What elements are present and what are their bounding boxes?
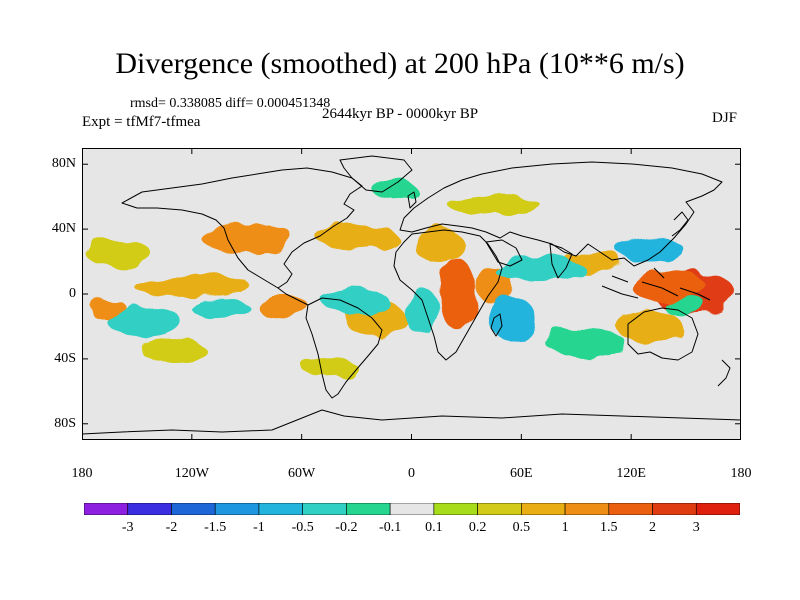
colorbar-label: 1 — [561, 520, 569, 535]
chart-title: Divergence (smoothed) at 200 hPa (10**6 … — [115, 47, 685, 80]
field-anomaly-negative-23 — [402, 287, 439, 333]
y-tick-label: 80N — [51, 156, 76, 172]
coastline-greenland — [339, 155, 413, 193]
x-tick-label: 120W — [174, 466, 209, 481]
experiment-label: Expt = tfMf7-tfmea — [82, 114, 201, 130]
coastline-eurasia — [399, 161, 723, 267]
field-anomaly-negative-19 — [490, 295, 535, 342]
y-tick-label: 40N — [51, 221, 76, 237]
colorbar-label: -1 — [253, 520, 265, 535]
x-tick-label: 180 — [730, 466, 752, 481]
coastline-africa — [393, 229, 503, 361]
coastline-arabia — [485, 239, 523, 267]
y-tick-label: 0 — [69, 286, 76, 301]
colorbar-swatch-12 — [608, 503, 653, 515]
coastline-india — [549, 243, 573, 279]
colorbar-label: -0.1 — [379, 520, 402, 535]
colorbar-swatch-1 — [127, 503, 172, 515]
field-anomaly-positive-7 — [316, 224, 397, 251]
field-anomaly-positive-12 — [616, 310, 683, 343]
colorbar-label: 0.2 — [468, 520, 487, 535]
colorbar-label: -0.2 — [335, 520, 358, 535]
coastline-madagascar — [490, 313, 503, 337]
divergence-map — [82, 148, 741, 440]
field-anomaly-positive-6 — [200, 221, 293, 254]
field-anomaly-positive-15 — [448, 193, 540, 217]
rmsd-diff-text: rmsd= 0.338085 diff= 0.000451348 — [130, 96, 331, 111]
colorbar-swatch-0 — [84, 503, 129, 515]
coastline-south-america — [305, 297, 383, 399]
coastline-maritime-continent — [601, 267, 711, 301]
colorbar-label: -1.5 — [204, 520, 227, 535]
field-anomaly-negative-24 — [371, 178, 416, 199]
x-tick-label: 60W — [288, 466, 316, 481]
field-anomaly-negative-21 — [109, 306, 183, 340]
field-anomaly-positive-10 — [413, 229, 465, 262]
coastline-new-zealand — [717, 359, 731, 387]
field-anomaly-negative-22 — [190, 297, 249, 317]
x-tick-label: 0 — [408, 466, 415, 481]
coastline-antarctica — [82, 409, 741, 435]
coastline-british-isles — [407, 191, 417, 209]
colorbar-swatch-9 — [477, 503, 522, 515]
colorbar-label: 3 — [692, 520, 700, 535]
colorbar-label: 0.5 — [512, 520, 531, 535]
colorbar-swatch-11 — [564, 503, 610, 515]
coastline-australia — [627, 307, 699, 361]
field-anomaly-negative-26 — [545, 329, 626, 356]
colorbar-swatch-4 — [258, 503, 303, 515]
field-anomaly-positive-2 — [438, 258, 476, 330]
colorbar-label: -0.5 — [291, 520, 314, 535]
period-label: 2644kyr BP - 0000kyr BP — [322, 106, 479, 122]
field-anomaly-negative-17 — [616, 235, 683, 262]
field-anomaly-positive-1 — [631, 269, 705, 303]
coastline-japan — [671, 211, 689, 237]
colorbar-swatch-14 — [695, 503, 740, 515]
colorbar-swatch-3 — [214, 503, 260, 515]
field-anomaly-positive-4 — [257, 295, 309, 319]
colorbar-label: 0.1 — [425, 520, 443, 535]
field-anomaly-negative-20 — [323, 289, 390, 316]
field-anomaly-positive-8 — [133, 276, 251, 296]
colorbar-swatch-2 — [171, 503, 216, 515]
y-tick-label: 40S — [54, 350, 76, 366]
colorbar-label: -2 — [165, 520, 178, 535]
coastline-central-america — [277, 287, 309, 306]
field-anomaly-negative-18 — [493, 256, 586, 283]
colorbar-swatch-10 — [521, 503, 566, 515]
field-anomaly-positive-16 — [140, 341, 207, 361]
colorbar-label: 2 — [649, 520, 657, 535]
x-tick-label: 120E — [616, 466, 646, 481]
colorbar-label: -3 — [121, 520, 134, 535]
coastline-north-america — [121, 167, 363, 289]
colorbar-swatch-6 — [346, 503, 391, 515]
x-tick-label: 60E — [510, 466, 533, 481]
colorbar-swatch-13 — [652, 503, 697, 515]
colorbar-swatch-8 — [433, 503, 478, 515]
colorbar-swatch-5 — [302, 503, 347, 515]
field-anomaly-positive-14 — [85, 240, 152, 267]
y-tick-label: 80S — [54, 415, 76, 431]
field-anomaly-positive-13 — [301, 357, 357, 377]
season-label: DJF — [712, 110, 738, 126]
colorbar-swatch-7 — [389, 503, 435, 515]
field-anomaly-negative-25 — [664, 297, 709, 317]
x-tick-label: 180 — [71, 466, 93, 481]
colorbar — [84, 503, 740, 515]
colorbar-label: 1.5 — [600, 520, 618, 535]
